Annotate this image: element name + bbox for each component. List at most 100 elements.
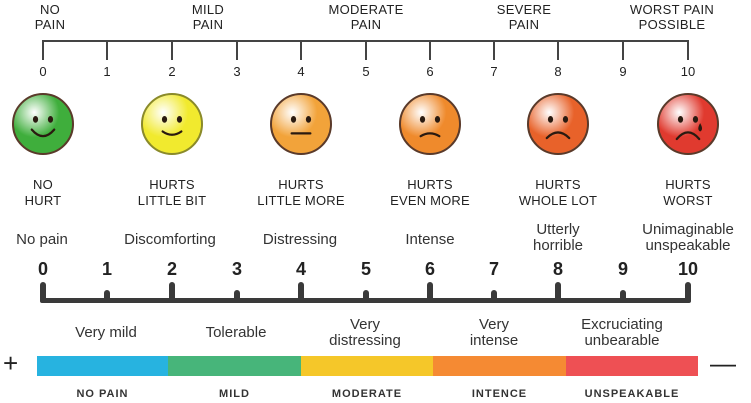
top-scale-tick: [429, 40, 431, 60]
top-scale-tick: [622, 40, 624, 60]
lower-descriptor: Very mild: [75, 324, 137, 341]
band-label: UNSPEAKABLE: [584, 388, 680, 400]
top-scale-number: 1: [103, 64, 111, 79]
top-scale-tick: [557, 40, 559, 60]
bottom-scale-tick: [363, 290, 369, 302]
face-eye: [176, 115, 183, 123]
face-eye: [305, 115, 312, 123]
band-segment-unspeakable: [566, 356, 698, 376]
face-features: [161, 115, 183, 136]
face-eye: [692, 115, 699, 123]
upper-descriptor: Utterly horrible: [532, 221, 584, 254]
band-label: INTENCE: [471, 388, 528, 400]
top-scale-number: 5: [362, 64, 370, 79]
band-segment-intence: [433, 356, 566, 376]
bottom-scale-tick: [298, 282, 304, 302]
face-smile-icon: [141, 93, 203, 155]
top-scale-tick: [300, 40, 302, 60]
lower-descriptor: Excruciating unbearable: [581, 316, 663, 349]
bottom-scale-tick: [685, 282, 691, 302]
band-label: NO PAIN: [76, 388, 129, 400]
face-happy-icon: [12, 93, 74, 155]
top-scale-number: 3: [233, 64, 241, 79]
face-label: HURTS WHOLE LOT: [518, 177, 598, 208]
top-scale-tick: [106, 40, 108, 60]
band-segment-mild: [168, 356, 301, 376]
bottom-scale-tick: [427, 282, 433, 302]
face-features: [675, 115, 703, 141]
face-label: NO HURT: [24, 177, 62, 208]
bottom-scale-number: 10: [677, 259, 699, 279]
face-eye: [32, 115, 39, 123]
bottom-scale-number: 1: [101, 259, 112, 279]
top-scale-number: 2: [168, 64, 176, 79]
face-mouth: [545, 131, 571, 140]
face-eye: [161, 115, 168, 123]
face-eye: [562, 115, 569, 123]
face-slight-frown-icon: [399, 93, 461, 155]
upper-descriptor: Unimaginable unspeakable: [642, 221, 734, 254]
upper-descriptor: Discomforting: [124, 231, 216, 248]
band-segment-no-pain: [37, 356, 168, 376]
face-crying-icon: [657, 93, 719, 155]
top-scale-number: 7: [490, 64, 498, 79]
face-eye: [547, 115, 554, 123]
top-scale-label: MILD PAIN: [191, 2, 225, 32]
upper-descriptor: Intense: [405, 231, 455, 248]
tear-icon: [698, 123, 703, 132]
top-scale-label: MODERATE PAIN: [328, 2, 404, 32]
bottom-scale-number: 0: [37, 259, 48, 279]
top-scale-number: 8: [554, 64, 562, 79]
upper-descriptor: Distressing: [262, 231, 338, 248]
face-label: HURTS WORST: [663, 177, 713, 208]
top-scale-tick: [171, 40, 173, 60]
face-features: [419, 115, 441, 138]
top-scale-tick: [42, 40, 44, 60]
bottom-scale-number: 6: [424, 259, 435, 279]
bottom-scale-number: 3: [231, 259, 242, 279]
top-scale-tick: [236, 40, 238, 60]
bottom-scale-tick: [40, 282, 46, 302]
face-eye: [677, 115, 684, 123]
bottom-scale-tick: [555, 282, 561, 302]
bottom-scale-number: 7: [488, 259, 499, 279]
bottom-scale-number: 9: [617, 259, 628, 279]
face-mouth: [419, 132, 441, 138]
top-scale-number: 6: [426, 64, 434, 79]
top-scale-number: 10: [680, 64, 696, 79]
face-eye: [47, 115, 54, 123]
bottom-scale-tick: [169, 282, 175, 302]
top-scale-tick: [493, 40, 495, 60]
face-mouth: [675, 131, 701, 141]
face-eye: [434, 115, 441, 123]
top-scale-tick: [365, 40, 367, 60]
lower-descriptor: Tolerable: [205, 324, 267, 341]
face-eye: [290, 115, 297, 123]
bottom-scale-tick: [491, 290, 497, 302]
top-scale-tick: [687, 40, 689, 60]
top-scale-label: NO PAIN: [34, 2, 66, 32]
face-frown-icon: [527, 93, 589, 155]
top-scale-number: 9: [619, 64, 627, 79]
bottom-scale-tick: [104, 290, 110, 302]
band-segment-moderate: [301, 356, 433, 376]
upper-descriptor: No pain: [16, 231, 68, 248]
face-mouth: [161, 130, 183, 136]
minus-sign: —: [710, 348, 736, 378]
face-label: HURTS EVEN MORE: [390, 177, 470, 208]
face-features: [545, 115, 571, 140]
top-scale-number: 4: [297, 64, 305, 79]
face-neutral-icon: [270, 93, 332, 155]
top-scale-number: 0: [39, 64, 47, 79]
bottom-scale-number: 2: [166, 259, 177, 279]
face-label: HURTS LITTLE MORE: [257, 177, 345, 208]
bottom-scale-number: 8: [552, 259, 563, 279]
face-mouth: [30, 128, 56, 138]
top-scale-label: WORST PAIN POSSIBLE: [629, 2, 715, 32]
lower-descriptor: Very intense: [469, 316, 519, 349]
bottom-scale-tick: [234, 290, 240, 302]
band-label: MILD: [219, 388, 250, 400]
face-features: [30, 115, 56, 138]
plus-sign: +: [3, 348, 19, 378]
bottom-scale-number: 4: [295, 259, 306, 279]
